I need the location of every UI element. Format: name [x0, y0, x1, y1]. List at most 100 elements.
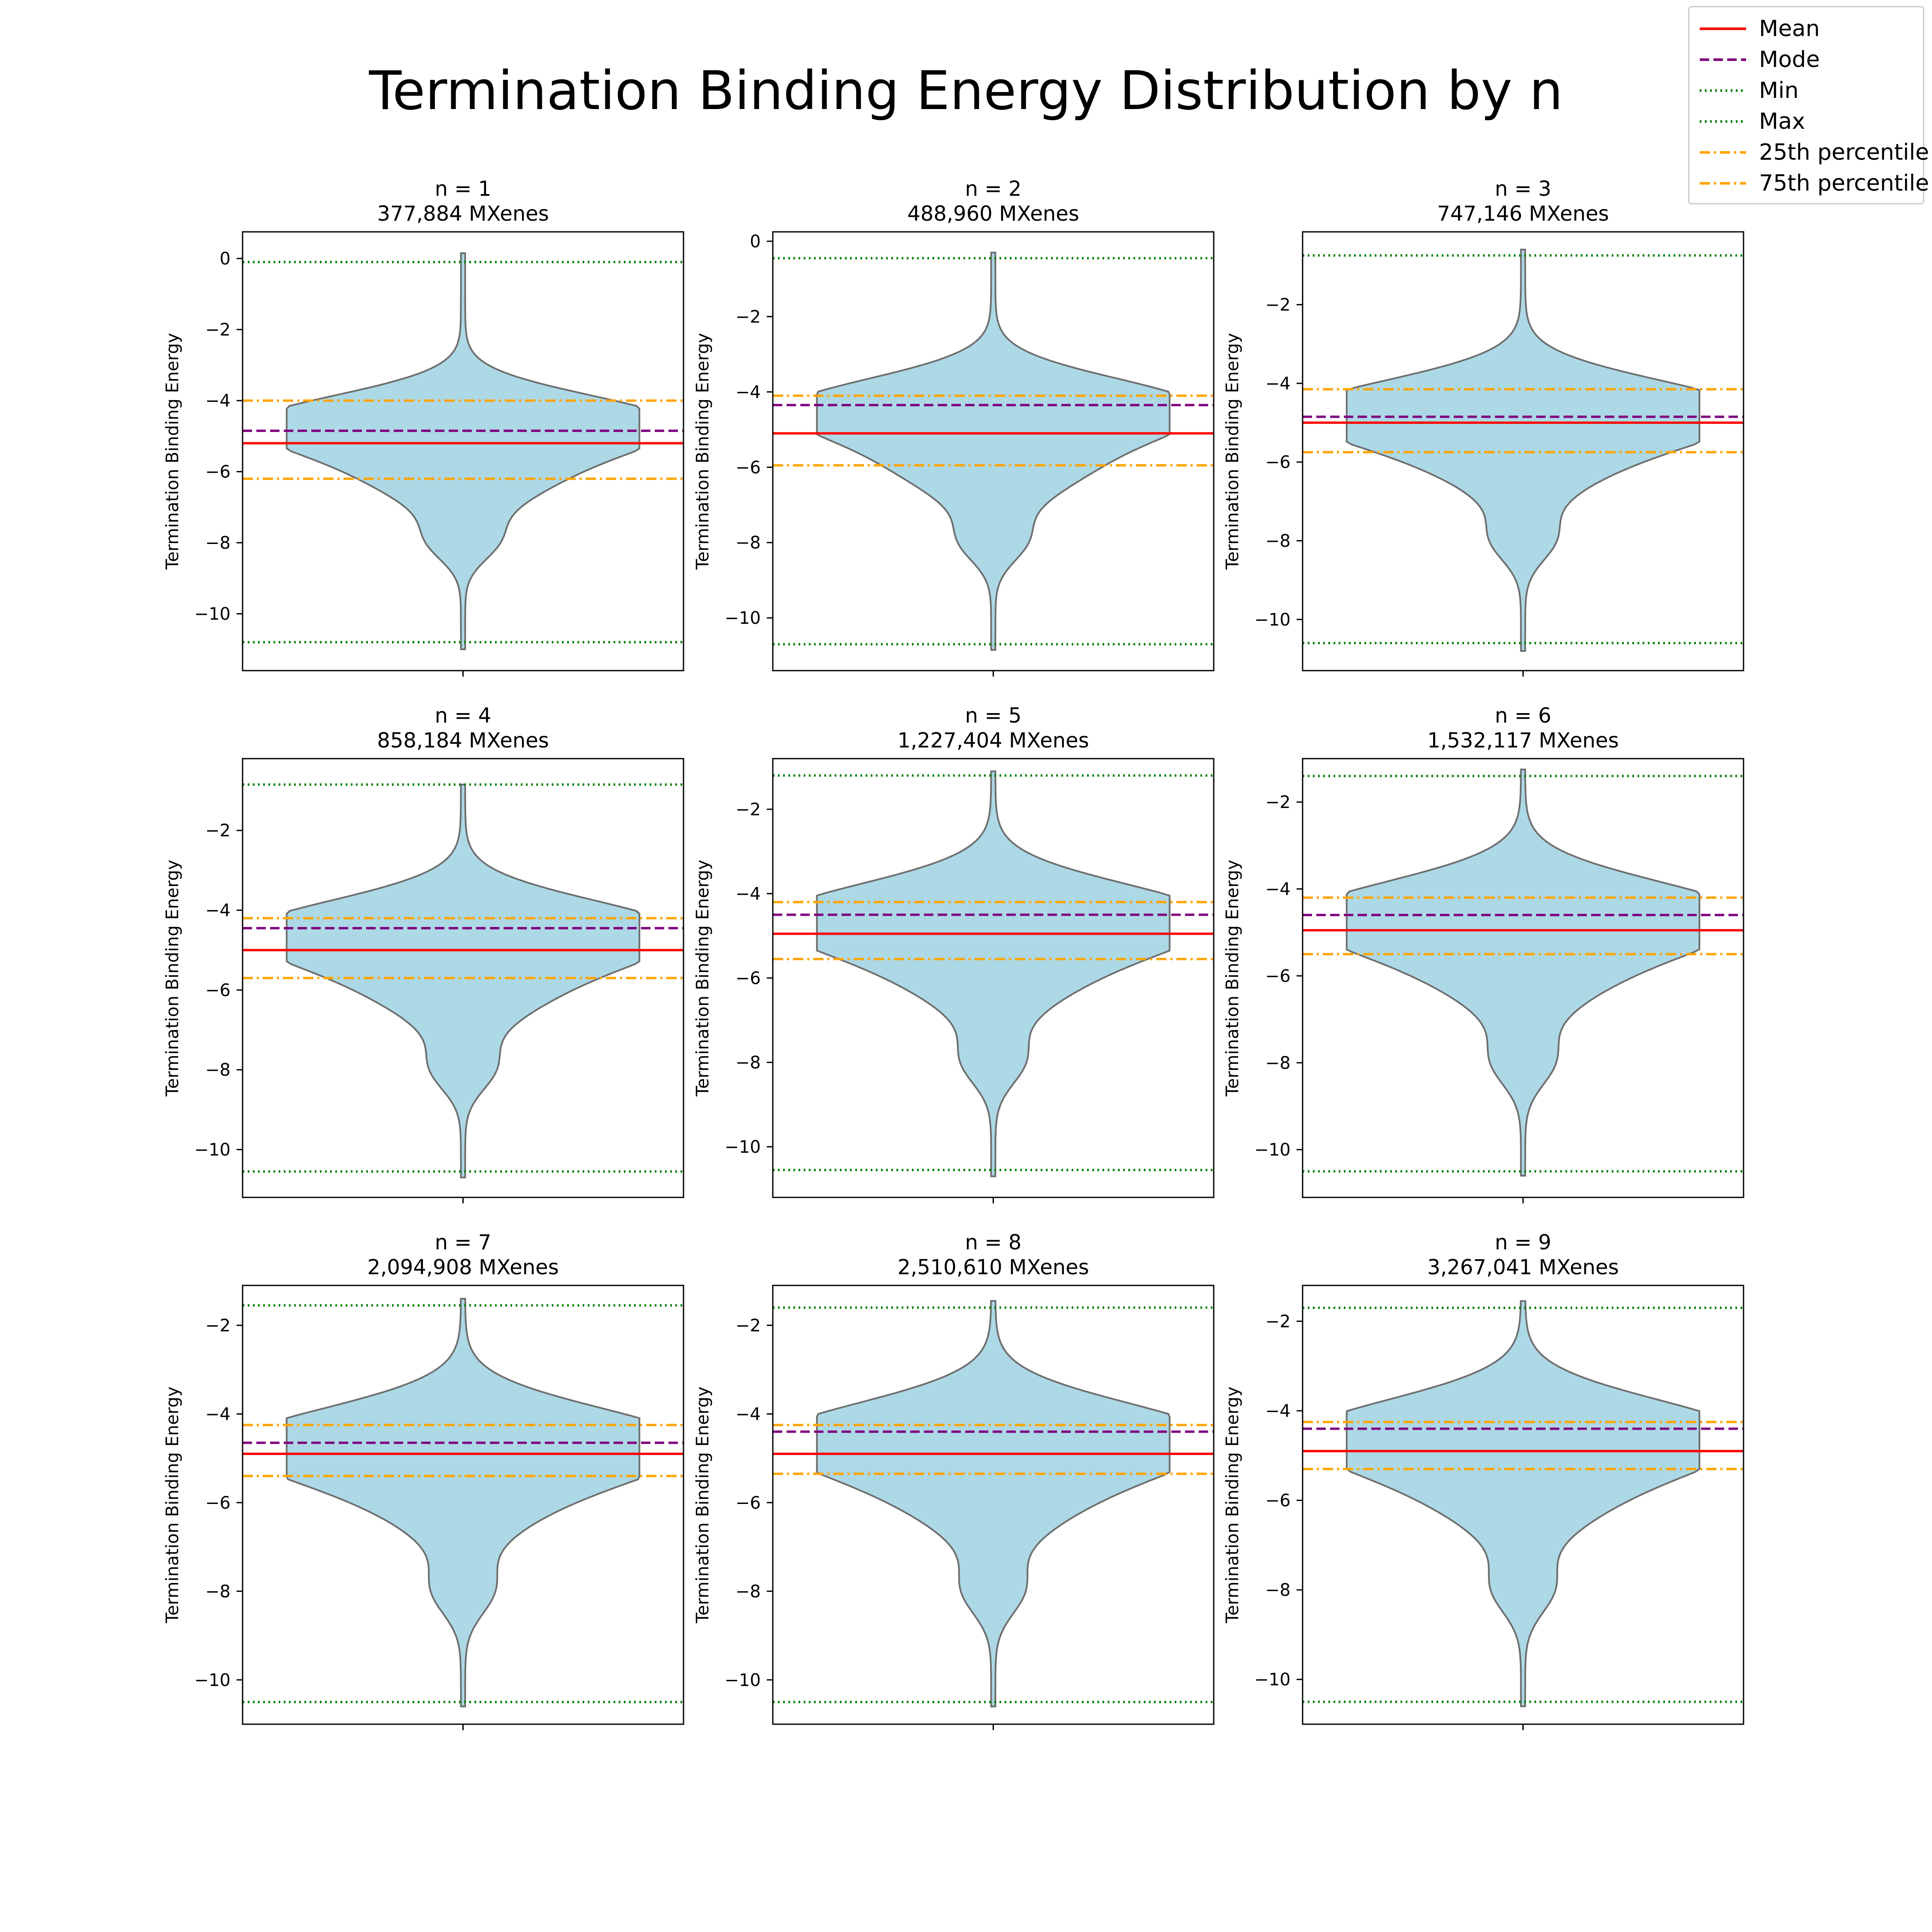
y-tick-label: −10	[194, 605, 231, 624]
legend-swatch	[1700, 182, 1746, 185]
y-tick-label: −4	[1265, 374, 1291, 394]
y-tick-label: −10	[725, 1671, 761, 1690]
legend-item: Max	[1697, 106, 1920, 137]
legend: Mean Mode Min Max 25th percentile 75th percen…	[1688, 6, 1929, 204]
subplot-n9: −2 −4 −6 −8 −10 Termination Binding Energy n =…	[1223, 1230, 1744, 1730]
subplot-title: n = 8	[965, 1230, 1022, 1255]
legend-swatch	[1700, 151, 1746, 154]
subplot-n6: −2 −4 −6 −8 −10 Termination Binding Energy n =…	[1223, 704, 1744, 1203]
subplot-count: 2,094,908 MXenes	[367, 1255, 559, 1279]
y-axis-label: Termination Binding Energy	[693, 1386, 713, 1623]
y-tick-label: −2	[735, 800, 761, 820]
y-tick-label: −10	[1255, 1140, 1291, 1160]
y-tick-label: −6	[735, 969, 761, 988]
y-axis-label: Termination Binding Energy	[1223, 860, 1242, 1097]
violin-body-n2	[816, 252, 1171, 651]
y-axis-label: Termination Binding Energy	[1223, 1386, 1242, 1623]
violin-body-n1	[286, 252, 641, 650]
y-tick-label: −8	[735, 1582, 761, 1601]
y-tick-label: −6	[1265, 966, 1291, 986]
legend-swatch	[1700, 27, 1746, 30]
subplot-count: 2,510,610 MXenes	[897, 1255, 1089, 1279]
y-tick-label: −2	[205, 1316, 231, 1336]
legend-label: Mean	[1759, 16, 1820, 42]
legend-item: Min	[1697, 75, 1920, 106]
subplot-title: n = 1	[435, 177, 492, 201]
subplot-n7: −2 −4 −6 −8 −10 Termination Binding Energy n =…	[163, 1230, 684, 1730]
y-tick-label: −6	[735, 1493, 761, 1513]
y-tick-label: −8	[205, 533, 231, 553]
y-tick-label: −6	[205, 1493, 231, 1513]
y-axis-label: Termination Binding Energy	[693, 860, 713, 1097]
y-tick-label: −6	[1265, 453, 1291, 472]
subplot-n3: −2 −4 −6 −8 −10 Termination Binding Energy n =…	[1223, 177, 1744, 677]
y-tick-label: −2	[735, 1316, 761, 1336]
y-tick-label: −6	[205, 462, 231, 482]
subplot-count: 488,960 MXenes	[907, 202, 1079, 226]
legend-label: Max	[1759, 109, 1805, 134]
subplot-count: 1,532,117 MXenes	[1427, 729, 1619, 753]
subplot-count: 3,267,041 MXenes	[1427, 1255, 1619, 1279]
y-tick-label: −8	[205, 1582, 231, 1601]
y-tick-label: −10	[1255, 1670, 1291, 1690]
y-axis-label: Termination Binding Energy	[1223, 333, 1242, 570]
legend-label: Mode	[1759, 47, 1820, 73]
y-tick-label: −2	[1265, 793, 1291, 812]
legend-item: Mean	[1697, 13, 1920, 44]
figure-title: Termination Binding Energy Distribution …	[369, 60, 1563, 122]
y-tick-label: −2	[735, 307, 761, 327]
y-tick-label: −8	[205, 1060, 231, 1080]
y-tick-label: −4	[735, 1404, 761, 1424]
y-tick-label: −8	[1265, 1053, 1291, 1073]
violin-body-n4	[286, 784, 641, 1179]
subplot-title: n = 9	[1495, 1230, 1552, 1255]
y-tick-label: −2	[205, 320, 231, 340]
y-tick-label: −10	[725, 608, 761, 628]
y-tick-label: −2	[1265, 295, 1291, 315]
violin-body-n9	[1346, 1300, 1701, 1707]
legend-swatch	[1700, 120, 1746, 123]
subplot-title: n = 2	[965, 177, 1022, 201]
subplot-count: 377,884 MXenes	[377, 202, 549, 226]
subplot-title: n = 4	[435, 704, 492, 728]
y-tick-label: −4	[205, 391, 231, 411]
legend-swatch	[1700, 58, 1746, 61]
y-tick-label: −4	[1265, 1401, 1291, 1421]
y-tick-label: −4	[735, 383, 761, 402]
subplot-n4: −2 −4 −6 −8 −10 Termination Binding Energy n =…	[163, 704, 684, 1203]
subplot-n1: 0 −2 −4 −6 −8 −10 Termination Binding Energy n …	[163, 177, 684, 677]
legend-item: 75th percentile	[1697, 168, 1929, 199]
y-tick-label: −4	[205, 1404, 231, 1424]
subplot-title: n = 3	[1495, 177, 1552, 201]
subplot-title: n = 7	[435, 1230, 492, 1255]
y-tick-label: 0	[220, 249, 231, 269]
y-tick-label: −8	[735, 1053, 761, 1073]
subplot-title: n = 6	[1495, 704, 1552, 728]
y-axis-label: Termination Binding Energy	[163, 1386, 182, 1623]
violin-body-n3	[1346, 249, 1701, 652]
y-tick-label: −4	[1265, 880, 1291, 899]
subplot-n2: 0 −2 −4 −6 −8 −10 Termination Binding Energy n …	[693, 177, 1215, 677]
y-tick-label: −6	[735, 458, 761, 477]
subplot-count: 747,146 MXenes	[1437, 202, 1609, 226]
y-tick-label: −10	[725, 1137, 761, 1157]
y-axis-label: Termination Binding Energy	[163, 860, 182, 1097]
subplot-n8: −2 −4 −6 −8 −10 Termination Binding Energy n =…	[693, 1230, 1215, 1730]
legend-swatch	[1700, 89, 1746, 92]
violin-body-n7	[286, 1298, 641, 1707]
legend-item: 25th percentile	[1697, 137, 1929, 168]
y-tick-label: −2	[1265, 1312, 1291, 1331]
y-axis-label: Termination Binding Energy	[693, 333, 713, 570]
legend-label: 75th percentile	[1759, 170, 1929, 196]
legend-label: 25th percentile	[1759, 140, 1929, 165]
y-tick-label: −8	[735, 533, 761, 553]
y-tick-label: −8	[1265, 532, 1291, 551]
violin-body-n6	[1346, 769, 1701, 1177]
y-tick-label: −4	[735, 884, 761, 904]
y-tick-label: −10	[194, 1671, 231, 1690]
subplot-n5: −2 −4 −6 −8 −10 Termination Binding Energy n =…	[693, 704, 1215, 1203]
y-tick-label: −6	[1265, 1491, 1291, 1511]
y-tick-label: −4	[205, 901, 231, 920]
